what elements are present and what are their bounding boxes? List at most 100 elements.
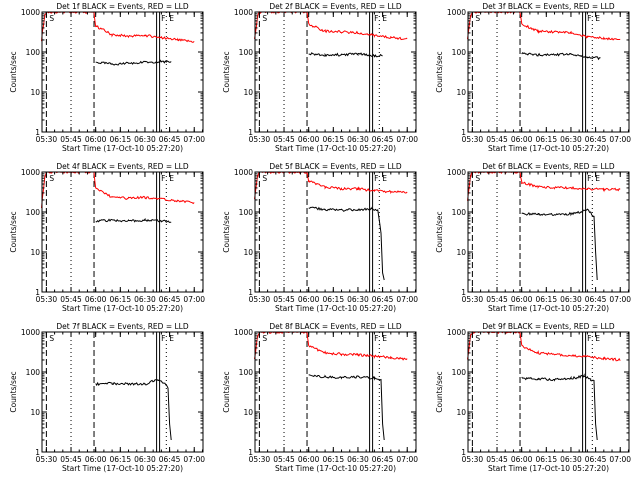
x-tick-label: 06:15 — [322, 295, 344, 304]
y-tick-label: 100 — [452, 368, 467, 377]
x-tick-label: 06:45 — [372, 455, 394, 464]
x-axis-label: Start Time (17-Oct-10 05:27:20) — [62, 304, 183, 313]
lld-series-line — [254, 331, 408, 361]
x-tick-label: 06:45 — [159, 295, 181, 304]
x-tick-label: 06:00 — [298, 455, 320, 464]
x-tick-label: 06:15 — [109, 295, 131, 304]
marker-label: F — [374, 174, 378, 183]
x-tick-label: 06:30 — [347, 455, 369, 464]
panel-title: Det 4f BLACK = Events, RED = LLD — [56, 162, 189, 171]
x-tick-label: 06:15 — [535, 295, 557, 304]
y-tick-label: 100 — [239, 48, 254, 57]
x-axis-label: Start Time (17-Oct-10 05:27:20) — [62, 464, 183, 473]
x-tick-label: 06:30 — [560, 295, 582, 304]
lld-series-line — [467, 171, 621, 201]
marker-label: E — [595, 174, 600, 183]
x-tick-label: 05:45 — [273, 455, 295, 464]
x-axis-label: Start Time (17-Oct-10 05:27:20) — [488, 464, 609, 473]
marker-label: F — [161, 14, 165, 23]
marker-label: S — [262, 334, 267, 343]
x-tick-label: 05:45 — [60, 295, 82, 304]
plot-frame — [254, 331, 417, 453]
y-axis-label: Counts/sec — [435, 211, 444, 252]
events-series-line — [308, 52, 383, 58]
y-tick-label: 10 — [456, 248, 466, 257]
y-tick-label: 100 — [239, 208, 254, 217]
y-tick-label: 10 — [243, 88, 253, 97]
x-tick-label: 07:00 — [183, 455, 205, 464]
plot-frame — [467, 11, 630, 133]
marker-label: S — [49, 14, 54, 23]
panel-title: Det 1f BLACK = Events, RED = LLD — [56, 2, 189, 11]
y-tick-label: 100 — [239, 368, 254, 377]
events-series-line — [308, 206, 385, 281]
events-series-line — [521, 52, 601, 61]
x-tick-label: 06:00 — [511, 135, 533, 144]
x-tick-label: 06:30 — [347, 295, 369, 304]
marker-label: E — [382, 174, 387, 183]
panel-title: Det 5f BLACK = Events, RED = LLD — [269, 162, 402, 171]
events-series-line — [95, 59, 172, 66]
x-axis-label: Start Time (17-Oct-10 05:27:20) — [62, 144, 183, 153]
x-tick-label: 06:45 — [372, 135, 394, 144]
marker-label: S — [49, 334, 54, 343]
plot-frame — [41, 331, 204, 453]
x-tick-label: 05:45 — [486, 455, 508, 464]
x-tick-label: 06:45 — [159, 135, 181, 144]
marker-label: F — [161, 174, 165, 183]
y-tick-label: 1 — [248, 288, 253, 297]
y-axis-label: Counts/sec — [9, 211, 18, 252]
y-axis-label: Counts/sec — [222, 371, 231, 412]
y-tick-label: 1000 — [447, 8, 466, 17]
x-tick-label: 06:45 — [585, 295, 607, 304]
marker-label: F — [587, 334, 591, 343]
events-series-line — [521, 373, 598, 441]
x-tick-label: 05:30 — [462, 295, 484, 304]
x-tick-label: 06:00 — [298, 135, 320, 144]
marker-label: E — [169, 174, 174, 183]
x-tick-label: 05:30 — [249, 455, 271, 464]
marker-label: S — [262, 14, 267, 23]
x-tick-label: 06:00 — [85, 455, 107, 464]
y-tick-label: 1 — [248, 128, 253, 137]
y-tick-label: 10 — [456, 408, 466, 417]
marker-label: E — [169, 14, 174, 23]
x-tick-label: 05:45 — [273, 295, 295, 304]
x-tick-label: 06:45 — [585, 455, 607, 464]
x-axis-label: Start Time (17-Oct-10 05:27:20) — [488, 144, 609, 153]
events-series-line — [95, 379, 172, 441]
y-tick-label: 1 — [461, 128, 466, 137]
marker-label: F — [587, 14, 591, 23]
panel-title: Det 9f BLACK = Events, RED = LLD — [482, 322, 615, 331]
x-tick-label: 06:30 — [560, 455, 582, 464]
x-tick-label: 05:45 — [486, 295, 508, 304]
marker-label: F — [374, 14, 378, 23]
marker-label: S — [49, 174, 54, 183]
marker-label: F — [374, 334, 378, 343]
y-tick-label: 1000 — [447, 328, 466, 337]
x-tick-label: 05:45 — [486, 135, 508, 144]
panel-title: Det 6f BLACK = Events, RED = LLD — [482, 162, 615, 171]
x-tick-label: 06:15 — [322, 455, 344, 464]
marker-label: E — [382, 334, 387, 343]
plot-frame — [41, 11, 204, 133]
plot-frame — [254, 11, 417, 133]
x-tick-label: 05:45 — [273, 135, 295, 144]
y-tick-label: 10 — [456, 88, 466, 97]
y-tick-label: 1 — [248, 448, 253, 457]
y-tick-label: 100 — [26, 208, 41, 217]
x-tick-label: 06:00 — [85, 295, 107, 304]
x-tick-label: 06:00 — [298, 295, 320, 304]
y-tick-label: 1000 — [234, 168, 253, 177]
x-axis-label: Start Time (17-Oct-10 05:27:20) — [275, 144, 396, 153]
marker-label: S — [475, 174, 480, 183]
x-tick-label: 07:00 — [609, 135, 631, 144]
y-axis-label: Counts/sec — [222, 51, 231, 92]
y-tick-label: 10 — [30, 248, 40, 257]
marker-label: E — [595, 334, 600, 343]
